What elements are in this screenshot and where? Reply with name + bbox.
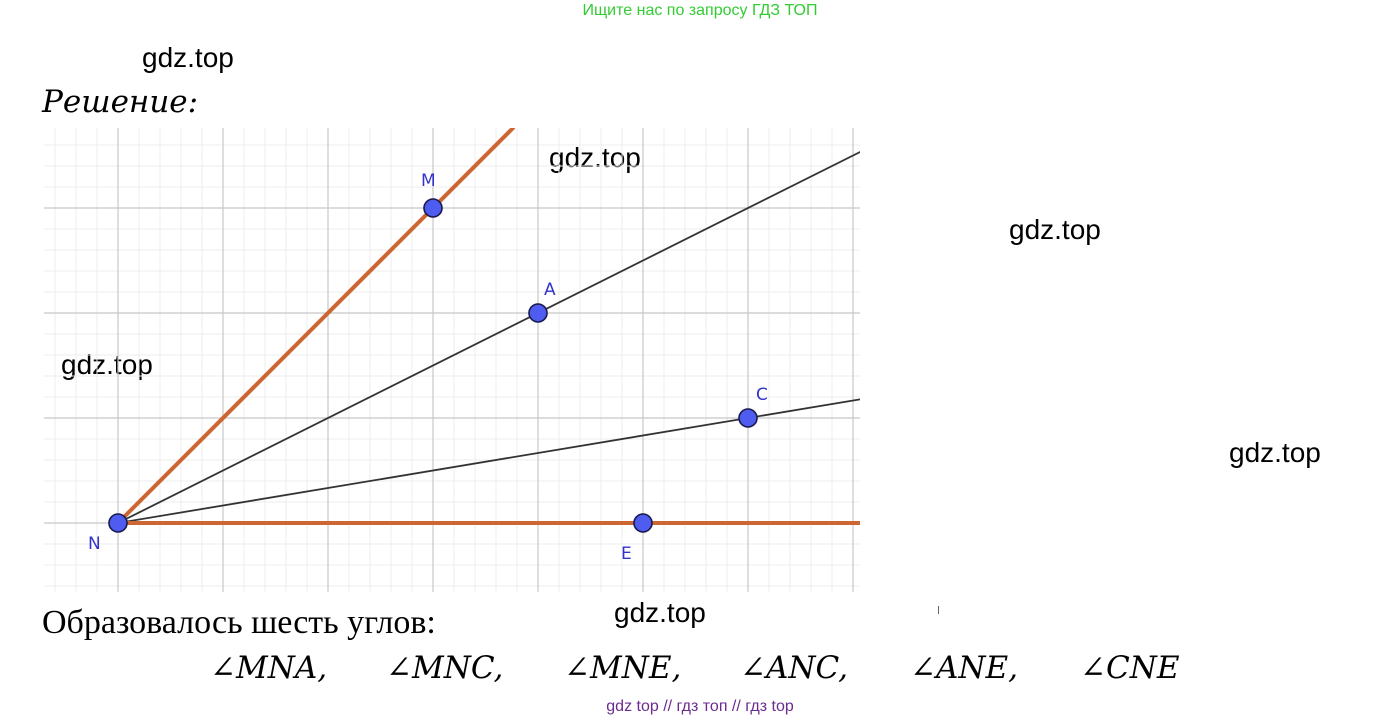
angle-cne: ∠CNE xyxy=(1080,650,1180,686)
ray-nm xyxy=(116,128,515,525)
point-label-n: N xyxy=(88,534,101,554)
top-banner: Ищите нас по запросу ГДЗ ТОП xyxy=(582,2,818,19)
angle-mna: ∠MNA, xyxy=(210,650,328,686)
point-labels: N M A C E xyxy=(88,171,768,564)
watermark: gdz.top xyxy=(549,142,641,173)
solution-label: Решение: xyxy=(42,84,199,120)
point-m xyxy=(423,198,443,218)
point-label-a: A xyxy=(544,280,556,300)
footer-links: gdz top // гдз топ // гдз top xyxy=(606,698,794,715)
point-e xyxy=(633,513,653,533)
angle-mnc: ∠MNC, xyxy=(386,650,504,686)
point-a xyxy=(528,303,548,323)
watermark: gdz.top xyxy=(1009,214,1101,245)
ray-nc xyxy=(117,398,860,524)
angles-list: ∠MNA, ∠MNC, ∠MNE, ∠ANC, ∠ANE, ∠CNE xyxy=(210,650,1200,694)
angle-ane: ∠ANE, xyxy=(910,650,1018,686)
watermark: gdz.top xyxy=(614,597,706,628)
angle-mne: ∠MNE, xyxy=(564,650,682,686)
geometry-diagram: N M A C E xyxy=(44,128,860,592)
rays xyxy=(116,128,860,525)
watermark: gdz.top xyxy=(1229,437,1321,468)
point-n xyxy=(108,513,128,533)
divider-mark xyxy=(938,606,939,614)
point-label-e: E xyxy=(621,544,632,564)
point-label-c: C xyxy=(756,385,768,405)
summary-text: Образовалось шесть углов: xyxy=(42,604,436,641)
angle-anc: ∠ANC, xyxy=(740,650,848,686)
ray-na xyxy=(117,151,860,524)
points xyxy=(108,198,758,533)
point-label-m: M xyxy=(421,171,436,191)
watermark: gdz.top xyxy=(142,42,234,73)
point-c xyxy=(738,408,758,428)
